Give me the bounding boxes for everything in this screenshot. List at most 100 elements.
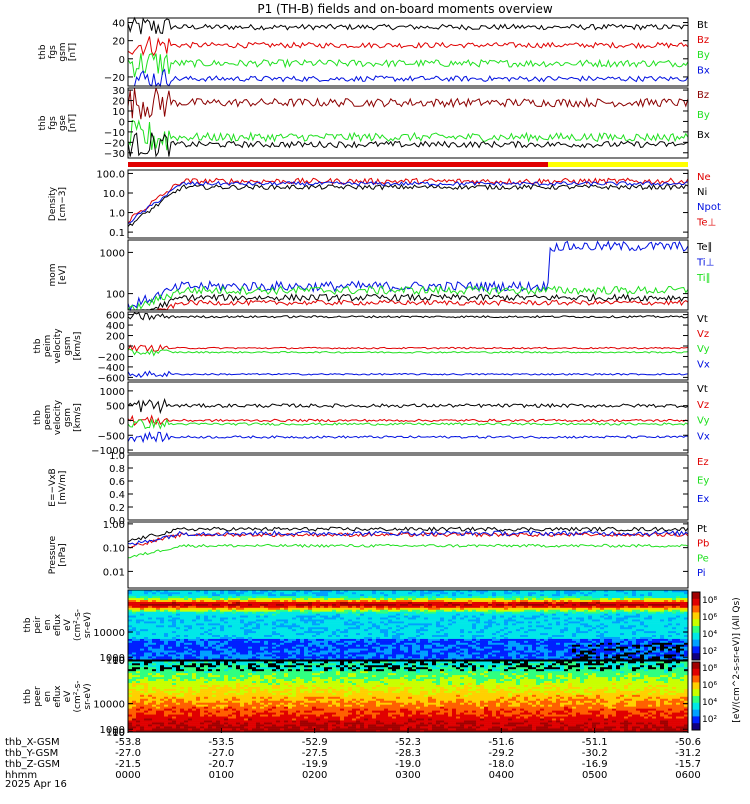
peir-cell <box>536 644 540 646</box>
peir-cell <box>388 619 392 621</box>
peir-cell <box>196 643 200 645</box>
peir-cell <box>296 613 300 615</box>
peir-cell <box>260 617 264 619</box>
peir-cell <box>476 596 480 598</box>
peir-cell <box>316 639 320 641</box>
peir-cell <box>180 641 184 643</box>
peir-cell <box>400 619 404 621</box>
peir-cell <box>320 641 324 643</box>
peir-cell <box>644 619 648 621</box>
peir-cell <box>160 654 164 656</box>
peir-cell <box>380 627 384 629</box>
peir-cell <box>432 592 436 594</box>
peir-cell <box>408 633 412 635</box>
peir-cell <box>580 637 584 639</box>
peir-cell <box>136 633 140 635</box>
peir-cell <box>248 606 252 608</box>
peir-cell <box>192 596 196 598</box>
peir-cell <box>452 609 456 611</box>
peir-cell <box>648 652 652 654</box>
peir-cell <box>548 650 552 652</box>
peir-cell <box>128 643 132 645</box>
peir-cell <box>496 592 500 594</box>
peir-cell <box>520 631 524 633</box>
peir-cell <box>368 606 372 608</box>
peir-cell <box>656 617 660 619</box>
peir-cell <box>572 633 576 635</box>
peir-cell <box>156 643 160 645</box>
peir-cell <box>244 644 248 646</box>
peir-cell <box>596 596 600 598</box>
peir-cell <box>316 629 320 631</box>
peir-cell <box>280 617 284 619</box>
peir-cell <box>168 635 172 637</box>
peir-cell <box>488 600 492 602</box>
temp-legend-Ti⊥: Ti⊥ <box>696 258 714 269</box>
peir-cell <box>600 644 604 646</box>
peir-cell <box>288 615 292 617</box>
peir-cell <box>644 611 648 613</box>
peir-cell <box>284 609 288 611</box>
peir-cell <box>152 604 156 606</box>
peir-cell <box>308 611 312 613</box>
peem-series-Vt <box>128 400 688 413</box>
peir-cell <box>352 609 356 611</box>
peir-cell <box>396 611 400 613</box>
peir-cell <box>348 608 352 610</box>
peir-cell <box>460 600 464 602</box>
peir-cell <box>512 656 516 658</box>
peir-cell <box>420 650 424 652</box>
peir-cell <box>472 631 476 633</box>
peir-cell <box>284 625 288 627</box>
peir-cell <box>452 621 456 623</box>
peir-cell <box>192 627 196 629</box>
peir-cell <box>628 629 632 631</box>
peir-cell <box>256 627 260 629</box>
peir-cell <box>384 635 388 637</box>
peir-cell <box>428 604 432 606</box>
peir-cell <box>344 611 348 613</box>
peir-cell <box>340 615 344 617</box>
peir-cell <box>268 594 272 596</box>
peir-cell <box>460 648 464 650</box>
peir-cell <box>168 621 172 623</box>
peir-cell <box>600 606 604 608</box>
peir-cell <box>260 594 264 596</box>
peir-cell <box>228 606 232 608</box>
peir-cell <box>524 637 528 639</box>
peir-cell <box>548 611 552 613</box>
peir-cell <box>356 654 360 656</box>
peir-cell <box>428 635 432 637</box>
peir-cell <box>196 592 200 594</box>
peir-cell <box>164 656 168 658</box>
peir-cell <box>240 631 244 633</box>
peir-cell <box>436 625 440 627</box>
peir-cell <box>416 648 420 650</box>
peir-cell <box>396 617 400 619</box>
peir-cell <box>324 629 328 631</box>
peir-cell <box>532 644 536 646</box>
peir-cell <box>376 600 380 602</box>
peir-cell <box>552 643 556 645</box>
peir-cell <box>364 654 368 656</box>
peir-cell <box>496 625 500 627</box>
peir-cell <box>576 615 580 617</box>
peir-cell <box>620 617 624 619</box>
peir-cell <box>444 604 448 606</box>
peir-cell <box>160 631 164 633</box>
peir-cell <box>224 602 228 604</box>
peir-cell <box>576 656 580 658</box>
peir-cell <box>188 611 192 613</box>
peir-cell <box>384 621 388 623</box>
peir-cell <box>584 633 588 635</box>
peir-cell <box>232 602 236 604</box>
peir-cell <box>220 623 224 625</box>
peir-cell <box>300 654 304 656</box>
peir-cell <box>168 606 172 608</box>
peir-cell <box>500 629 504 631</box>
peir-cell <box>336 621 340 623</box>
peir-cell <box>240 644 244 646</box>
peir-cell <box>464 648 468 650</box>
peir-cell <box>340 617 344 619</box>
peir-cell <box>364 625 368 627</box>
